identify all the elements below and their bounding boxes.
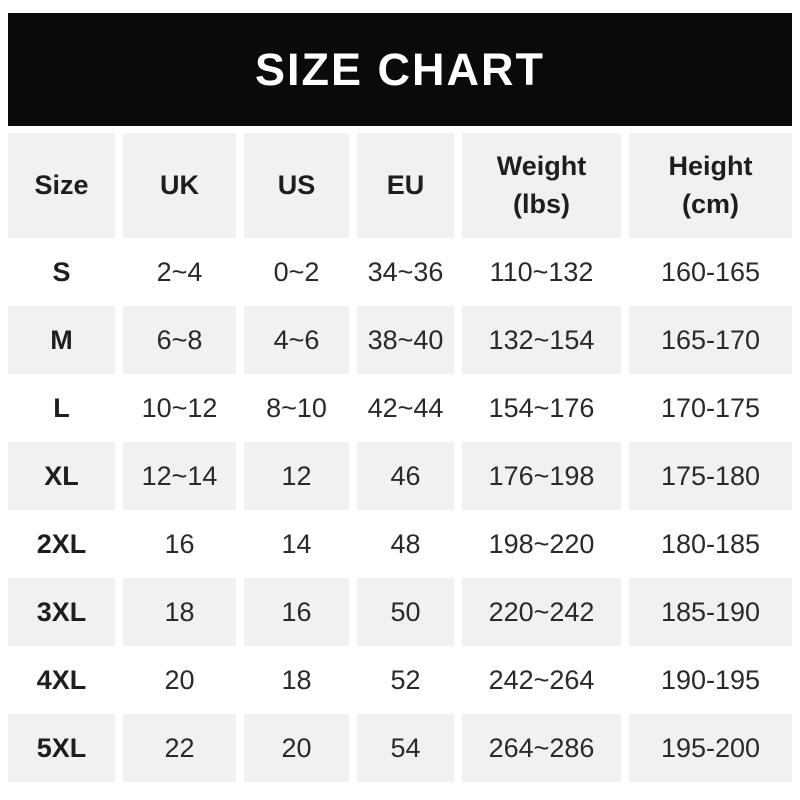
cell-size: 4XL <box>8 646 119 714</box>
cell-height: 195-200 <box>621 714 792 782</box>
cell-size: 2XL <box>8 510 119 578</box>
size-chart-page: SIZE CHART Size UK US EU Weight (lbs) He… <box>8 13 792 782</box>
banner: SIZE CHART <box>8 13 792 126</box>
table-row-xl: XL 12~14 12 46 176~198 175-180 <box>8 442 792 510</box>
cell-eu: 52 <box>349 646 458 714</box>
table-row-5xl: 5XL 22 20 54 264~286 195-200 <box>8 714 792 782</box>
cell-weight: 242~264 <box>454 646 625 714</box>
cell-us: 14 <box>236 510 353 578</box>
cell-height: 190-195 <box>621 646 792 714</box>
cell-us: 20 <box>236 714 353 782</box>
column-header-uk: UK <box>115 133 240 238</box>
cell-size: 5XL <box>8 714 119 782</box>
table-row-2xl: 2XL 16 14 48 198~220 180-185 <box>8 510 792 578</box>
cell-eu: 34~36 <box>349 238 458 306</box>
cell-weight: 198~220 <box>454 510 625 578</box>
cell-height: 165-170 <box>621 306 792 374</box>
cell-us: 12 <box>236 442 353 510</box>
cell-weight: 154~176 <box>454 374 625 442</box>
cell-eu: 46 <box>349 442 458 510</box>
cell-size: S <box>8 238 119 306</box>
cell-eu: 54 <box>349 714 458 782</box>
cell-weight: 110~132 <box>454 238 625 306</box>
cell-weight: 220~242 <box>454 578 625 646</box>
cell-uk: 6~8 <box>115 306 240 374</box>
cell-size: M <box>8 306 119 374</box>
cell-weight: 264~286 <box>454 714 625 782</box>
header-row: Size UK US EU Weight (lbs) Height (cm) <box>8 133 792 238</box>
cell-us: 4~6 <box>236 306 353 374</box>
cell-eu: 42~44 <box>349 374 458 442</box>
cell-uk: 16 <box>115 510 240 578</box>
cell-size: L <box>8 374 119 442</box>
cell-height: 170-175 <box>621 374 792 442</box>
cell-eu: 38~40 <box>349 306 458 374</box>
column-header-height: Height (cm) <box>621 133 792 238</box>
cell-weight: 132~154 <box>454 306 625 374</box>
column-header-weight: Weight (lbs) <box>454 133 625 238</box>
column-header-size: Size <box>8 133 119 238</box>
cell-eu: 50 <box>349 578 458 646</box>
cell-height: 185-190 <box>621 578 792 646</box>
cell-us: 8~10 <box>236 374 353 442</box>
cell-height: 180-185 <box>621 510 792 578</box>
table-row-l: L 10~12 8~10 42~44 154~176 170-175 <box>8 374 792 442</box>
column-header-eu: EU <box>349 133 458 238</box>
cell-uk: 20 <box>115 646 240 714</box>
cell-eu: 48 <box>349 510 458 578</box>
cell-height: 175-180 <box>621 442 792 510</box>
cell-uk: 22 <box>115 714 240 782</box>
cell-height: 160-165 <box>621 238 792 306</box>
cell-uk: 2~4 <box>115 238 240 306</box>
cell-us: 0~2 <box>236 238 353 306</box>
cell-uk: 12~14 <box>115 442 240 510</box>
cell-us: 16 <box>236 578 353 646</box>
page-title: SIZE CHART <box>255 43 545 95</box>
table-row-s: S 2~4 0~2 34~36 110~132 160-165 <box>8 238 792 306</box>
column-header-us: US <box>236 133 353 238</box>
table-row-4xl: 4XL 20 18 52 242~264 190-195 <box>8 646 792 714</box>
table-row-m: M 6~8 4~6 38~40 132~154 165-170 <box>8 306 792 374</box>
cell-size: XL <box>8 442 119 510</box>
cell-size: 3XL <box>8 578 119 646</box>
cell-us: 18 <box>236 646 353 714</box>
cell-uk: 10~12 <box>115 374 240 442</box>
cell-weight: 176~198 <box>454 442 625 510</box>
table-row-3xl: 3XL 18 16 50 220~242 185-190 <box>8 578 792 646</box>
cell-uk: 18 <box>115 578 240 646</box>
size-chart-table: Size UK US EU Weight (lbs) Height (cm) S… <box>8 133 792 782</box>
